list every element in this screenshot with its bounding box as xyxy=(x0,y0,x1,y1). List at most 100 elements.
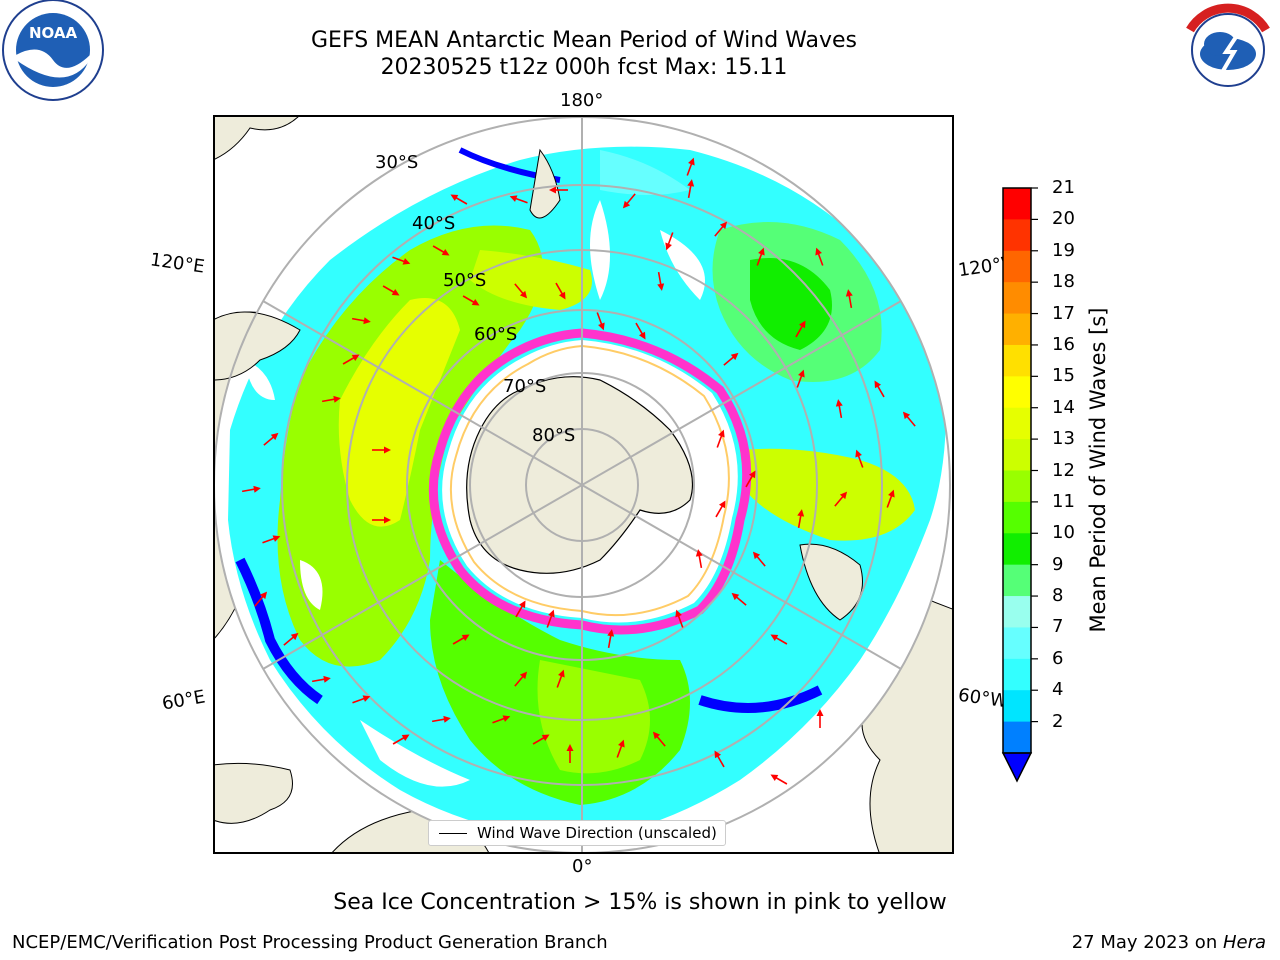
colorbar-band xyxy=(1003,407,1031,440)
wave-direction-arrow xyxy=(715,500,726,518)
colorbar-tick-label: 11 xyxy=(1052,490,1075,512)
colorbar-band xyxy=(1003,627,1031,660)
wave-direction-arrow xyxy=(382,285,400,296)
wave-direction-arrow xyxy=(687,179,695,199)
wave-direction-arrow xyxy=(686,157,695,176)
nws-logo xyxy=(1178,0,1278,100)
lat-label-60s: 60°S xyxy=(474,324,518,345)
lat-label-70s: 70°S xyxy=(503,376,547,397)
wave-direction-arrow xyxy=(886,489,895,508)
wave-direction-arrow xyxy=(342,354,360,365)
wave-direction-arrow xyxy=(714,221,728,237)
wave-direction-arrow xyxy=(372,516,391,524)
colorbar-band xyxy=(1003,313,1031,346)
wave-direction-arrow xyxy=(835,399,843,419)
colorbar-band xyxy=(1003,690,1031,723)
wave-direction-arrow xyxy=(392,734,410,745)
wave-direction-arrow xyxy=(450,194,468,205)
wave-direction-arrow xyxy=(549,186,568,194)
lon-label-180: 180° xyxy=(560,90,604,111)
wave-direction-arrow xyxy=(372,446,391,454)
legend-line-swatch xyxy=(439,833,467,834)
wave-direction-arrow xyxy=(509,195,528,204)
footer-date-text: 27 May 2023 on xyxy=(1071,932,1223,953)
polar-map xyxy=(213,115,954,854)
lon-label-60e: 60°E xyxy=(160,686,207,715)
wave-direction-arrow xyxy=(616,739,625,758)
colorbar-band xyxy=(1003,470,1031,503)
lon-label-120e: 120°E xyxy=(148,249,206,278)
plot-title: GEFS MEAN Antarctic Mean Period of Wind … xyxy=(311,28,857,53)
wave-direction-arrow xyxy=(546,609,555,628)
map-legend: Wind Wave Direction (unscaled) xyxy=(428,820,726,846)
wave-direction-arrow xyxy=(555,282,566,300)
wave-direction-arrow xyxy=(695,549,703,569)
wave-direction-arrow xyxy=(795,320,806,338)
wave-direction-arrow xyxy=(797,509,805,529)
wave-direction-arrow xyxy=(596,312,605,331)
wave-direction-arrow xyxy=(716,429,725,448)
wave-direction-arrow xyxy=(874,380,885,398)
colorbar-band xyxy=(1003,376,1031,409)
colorbar-tick-label: 21 xyxy=(1052,177,1075,198)
wave-direction-arrow xyxy=(431,715,451,723)
wave-direction-arrow xyxy=(283,632,299,646)
colorbar-tick-label: 12 xyxy=(1052,459,1075,481)
wave-direction-arrow xyxy=(665,232,674,251)
wave-direction-arrow xyxy=(254,591,268,607)
lon-label-0: 0° xyxy=(572,856,593,877)
wave-direction-arrow xyxy=(770,774,788,785)
wave-direction-arrow xyxy=(796,369,805,388)
colorbar-tick-label: 16 xyxy=(1052,333,1075,355)
footer-machine: Hera xyxy=(1222,932,1266,953)
sea-ice-note: Sea Ice Concentration > 15% is shown in … xyxy=(333,890,947,915)
colorbar-band xyxy=(1003,344,1031,377)
wave-direction-arrow xyxy=(770,634,788,645)
colorbar-tick-label: 10 xyxy=(1052,522,1075,544)
wave-direction-arrow xyxy=(432,245,450,256)
colorbar-tick-label: 20 xyxy=(1052,208,1075,230)
wave-direction-arrow xyxy=(675,609,684,628)
wave-direction-arrow xyxy=(311,675,331,683)
colorbar-band xyxy=(1003,501,1031,534)
colorbar-tick-label: 17 xyxy=(1052,302,1075,324)
wave-direction-arrow xyxy=(262,535,281,544)
wave-direction-arrow xyxy=(816,709,824,728)
colorbar-tick-label: 18 xyxy=(1052,271,1075,293)
wave-direction-arrow xyxy=(321,395,341,403)
wave-direction-arrow xyxy=(752,551,766,567)
wave-direction-arrow xyxy=(351,317,371,325)
colorbar-extend-min xyxy=(1001,752,1033,783)
colorbar-label: Mean Period of Wind Waves [s] xyxy=(1086,307,1110,633)
lat-label-40s: 40°S xyxy=(412,213,456,234)
wave-direction-arrow xyxy=(532,734,550,745)
lat-label-30s: 30°S xyxy=(375,152,419,173)
wave-direction-arrow xyxy=(834,491,848,507)
wave-direction-arrow xyxy=(845,289,853,309)
colorbar-tick-label: 6 xyxy=(1052,647,1064,669)
colorbar-band xyxy=(1003,658,1031,691)
colorbar-tick-label: 9 xyxy=(1052,553,1064,575)
legend-label: Wind Wave Direction (unscaled) xyxy=(477,824,717,842)
colorbar-band xyxy=(1003,282,1031,315)
wave-direction-arrow xyxy=(756,247,765,266)
wave-direction-arrow xyxy=(263,432,279,446)
lat-label-80s: 80°S xyxy=(532,425,576,446)
wave-direction-arrow xyxy=(514,671,528,687)
colorbar-band xyxy=(1003,564,1031,597)
colorbar-tick-label: 13 xyxy=(1052,428,1075,450)
wave-direction-arrow xyxy=(652,731,666,747)
graticule xyxy=(215,117,951,852)
wave-direction-arrow xyxy=(462,295,480,306)
wave-direction-arrow xyxy=(731,592,747,606)
wave-direction-arrow xyxy=(452,634,470,645)
wave-direction-arrow xyxy=(723,352,739,366)
wave-direction-arrow xyxy=(745,470,756,488)
wave-direction-arrow xyxy=(657,271,665,291)
wave-direction-arrow xyxy=(352,695,371,704)
wave-direction-arrow xyxy=(622,193,636,209)
wave-direction-arrow xyxy=(714,750,725,768)
colorbar-band xyxy=(1003,596,1031,628)
wave-direction-arrow xyxy=(607,629,615,649)
colorbar-tick-label: 14 xyxy=(1052,396,1075,418)
